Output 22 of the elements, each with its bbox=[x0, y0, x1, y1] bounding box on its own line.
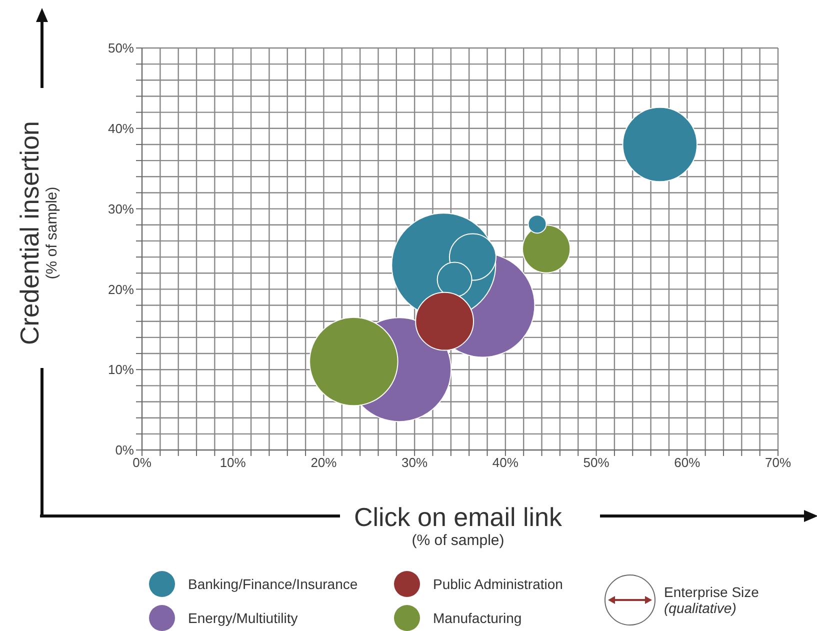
text: Enterprise Size bbox=[664, 584, 759, 600]
x-axis-title: Click on email link (% of sample) bbox=[352, 502, 564, 549]
y-tick-label: 0% bbox=[115, 442, 134, 458]
legend-label: Banking/Finance/Insurance bbox=[188, 576, 358, 592]
x-tick-label: 60% bbox=[674, 455, 701, 470]
y-tick-label: 40% bbox=[108, 121, 134, 136]
x-tick-label: 70% bbox=[764, 455, 792, 470]
x-tick-label: 30% bbox=[402, 455, 428, 470]
legend-label: Manufacturing bbox=[433, 610, 522, 626]
x-tick-label: 0% bbox=[132, 455, 152, 470]
x-tick-label: 10% bbox=[220, 455, 246, 470]
y-tick-label: 50% bbox=[108, 40, 134, 56]
x-tick-label: 50% bbox=[583, 455, 610, 470]
y-tick-label: 30% bbox=[108, 201, 134, 216]
x-tick-label: 20% bbox=[310, 455, 338, 470]
legend-label: Public Administration bbox=[433, 576, 563, 592]
text: (qualitative) bbox=[664, 600, 738, 616]
x-tick-label: 40% bbox=[492, 455, 519, 470]
y-axis-title: Credential insertion (% of sample) bbox=[14, 120, 60, 346]
legend-label: Energy/Multiutility bbox=[188, 610, 298, 626]
y-tick-label: 10% bbox=[108, 362, 134, 378]
y-tick-label: 20% bbox=[108, 282, 134, 297]
